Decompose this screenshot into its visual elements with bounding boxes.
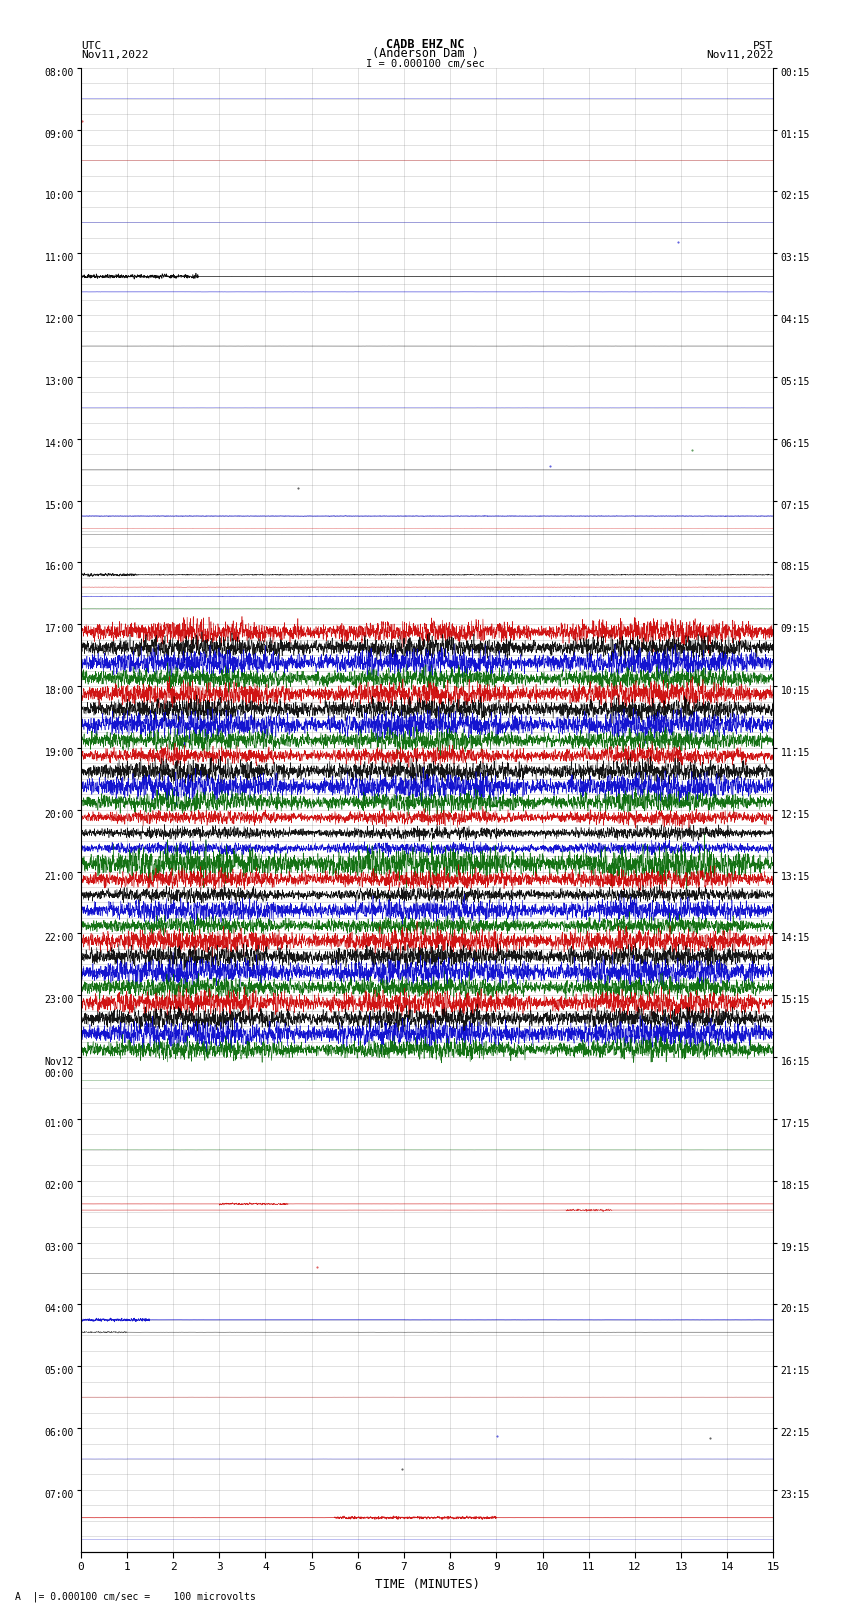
Text: (Anderson Dam ): (Anderson Dam ) bbox=[371, 47, 479, 60]
Text: Nov11,2022: Nov11,2022 bbox=[81, 50, 148, 60]
X-axis label: TIME (MINUTES): TIME (MINUTES) bbox=[375, 1578, 479, 1590]
Text: CADB EHZ NC: CADB EHZ NC bbox=[386, 37, 464, 50]
Text: I = 0.000100 cm/sec: I = 0.000100 cm/sec bbox=[366, 58, 484, 69]
Text: UTC: UTC bbox=[81, 40, 101, 50]
Text: PST: PST bbox=[753, 40, 774, 50]
Text: A  |= 0.000100 cm/sec =    100 microvolts: A |= 0.000100 cm/sec = 100 microvolts bbox=[15, 1592, 256, 1602]
Text: Nov11,2022: Nov11,2022 bbox=[706, 50, 774, 60]
